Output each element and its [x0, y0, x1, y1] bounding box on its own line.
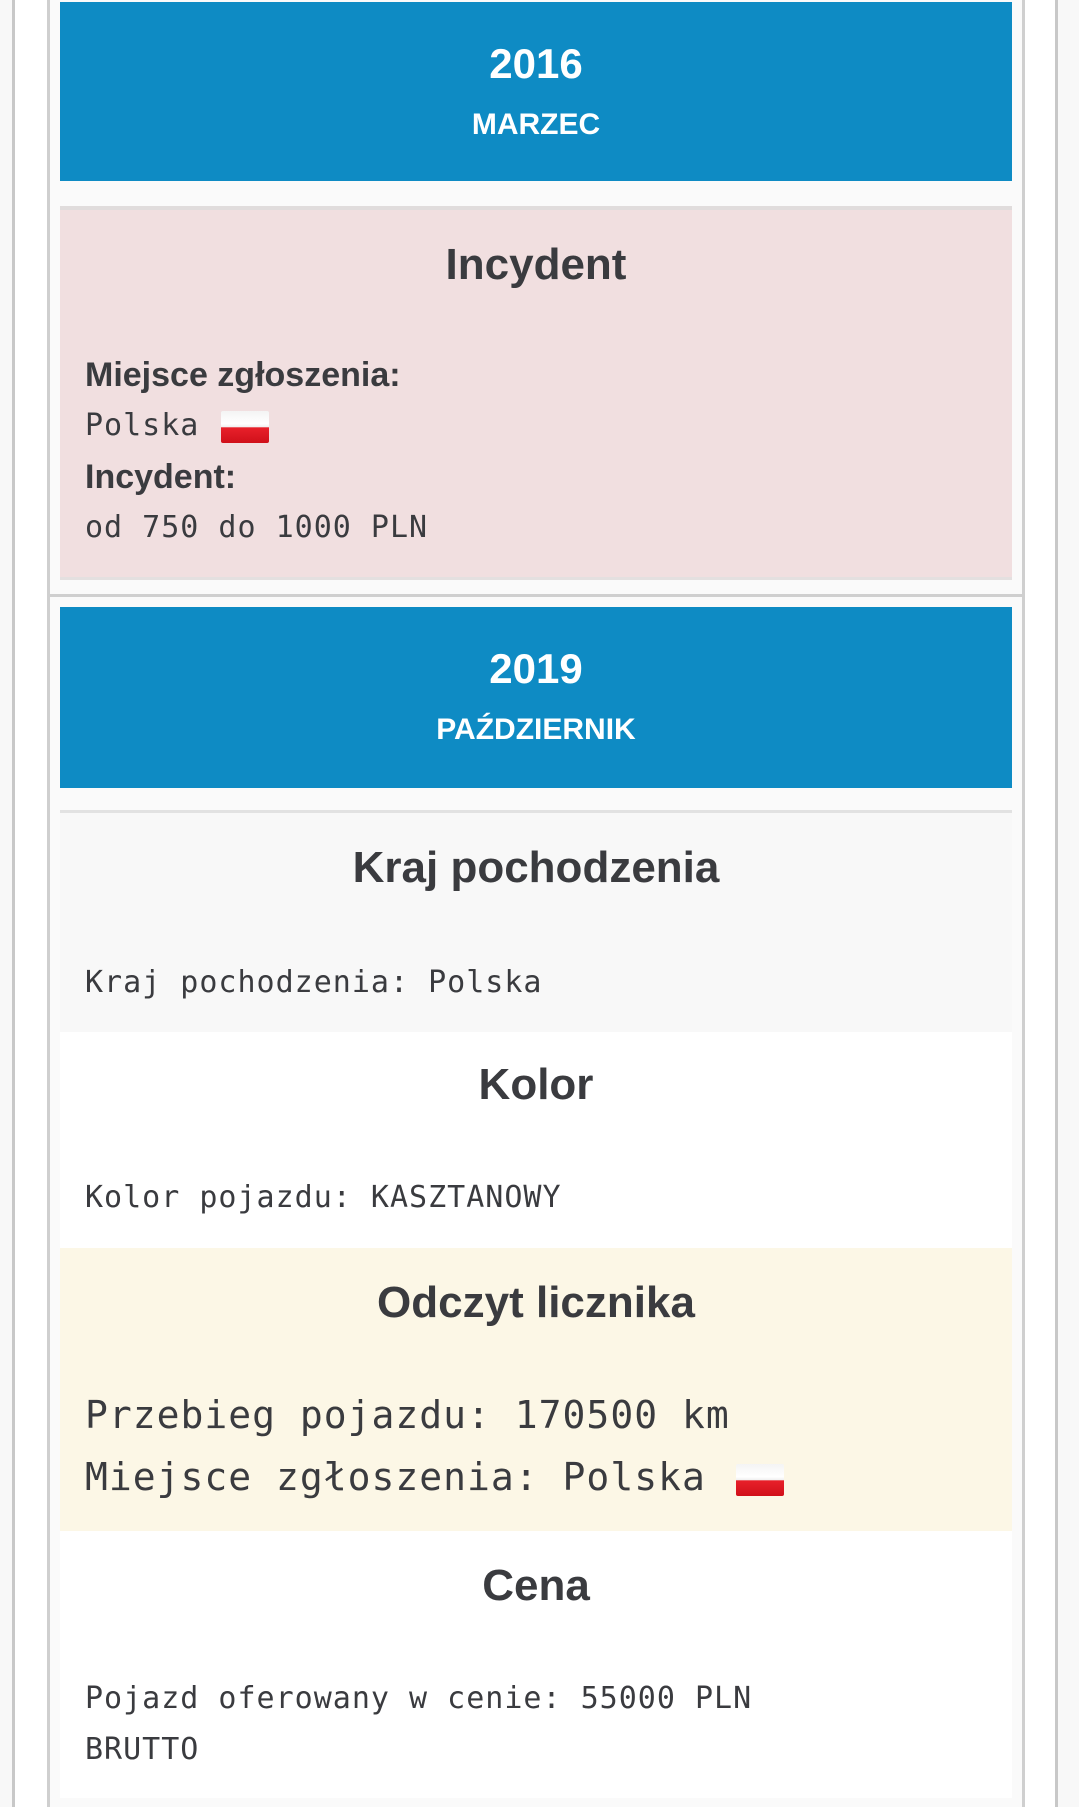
price-suffix: BRUTTO — [85, 1732, 200, 1767]
price-section: Cena Pojazd oferowany w cenie: 55000 PLN… — [60, 1531, 1012, 1798]
color-text: Kolor pojazdu: KASZTANOWY — [85, 1180, 562, 1215]
origin-text: Kraj pochodzenia: Polska — [85, 965, 543, 1000]
section-title: Kraj pochodzenia — [352, 843, 720, 892]
incident-value: od 750 do 1000 PLN — [85, 510, 429, 545]
mileage-text: Przebieg pojazdu: 170500 km — [85, 1393, 730, 1437]
origin-section: Kraj pochodzenia Kraj pochodzenia: Polsk… — [60, 810, 1012, 1032]
place-text: Miejsce zgłoszenia: Polska — [85, 1455, 706, 1499]
month: PAŹDZIERNIK — [436, 713, 636, 746]
year: 2019 — [489, 645, 583, 692]
incident-section: Incydent Miejsce zgłoszenia: Polska Incy… — [60, 206, 1012, 580]
place-value: Polska — [85, 408, 200, 443]
poland-flag-icon — [221, 410, 270, 443]
date-header-2019: 2019 PAŹDZIERNIK — [60, 607, 1012, 788]
section-title: Cena — [482, 1561, 590, 1610]
divider — [47, 594, 1025, 597]
section-title: Incydent — [445, 240, 627, 289]
month: MARZEC — [471, 108, 601, 141]
color-section: Kolor Kolor pojazdu: KASZTANOWY — [60, 1032, 1012, 1248]
odometer-section: Odczyt licznika Przebieg pojazdu: 170500… — [60, 1248, 1012, 1531]
year: 2016 — [489, 40, 583, 87]
section-title: Kolor — [478, 1060, 594, 1109]
section-title: Odczyt licznika — [377, 1278, 695, 1327]
place-label: Miejsce zgłoszenia: — [85, 356, 401, 394]
price-text: Pojazd oferowany w cenie: 55000 PLN — [85, 1681, 753, 1716]
date-header-2016: 2016 MARZEC — [60, 2, 1012, 181]
poland-flag-icon — [735, 1463, 784, 1496]
incident-label: Incydent: — [85, 458, 237, 496]
